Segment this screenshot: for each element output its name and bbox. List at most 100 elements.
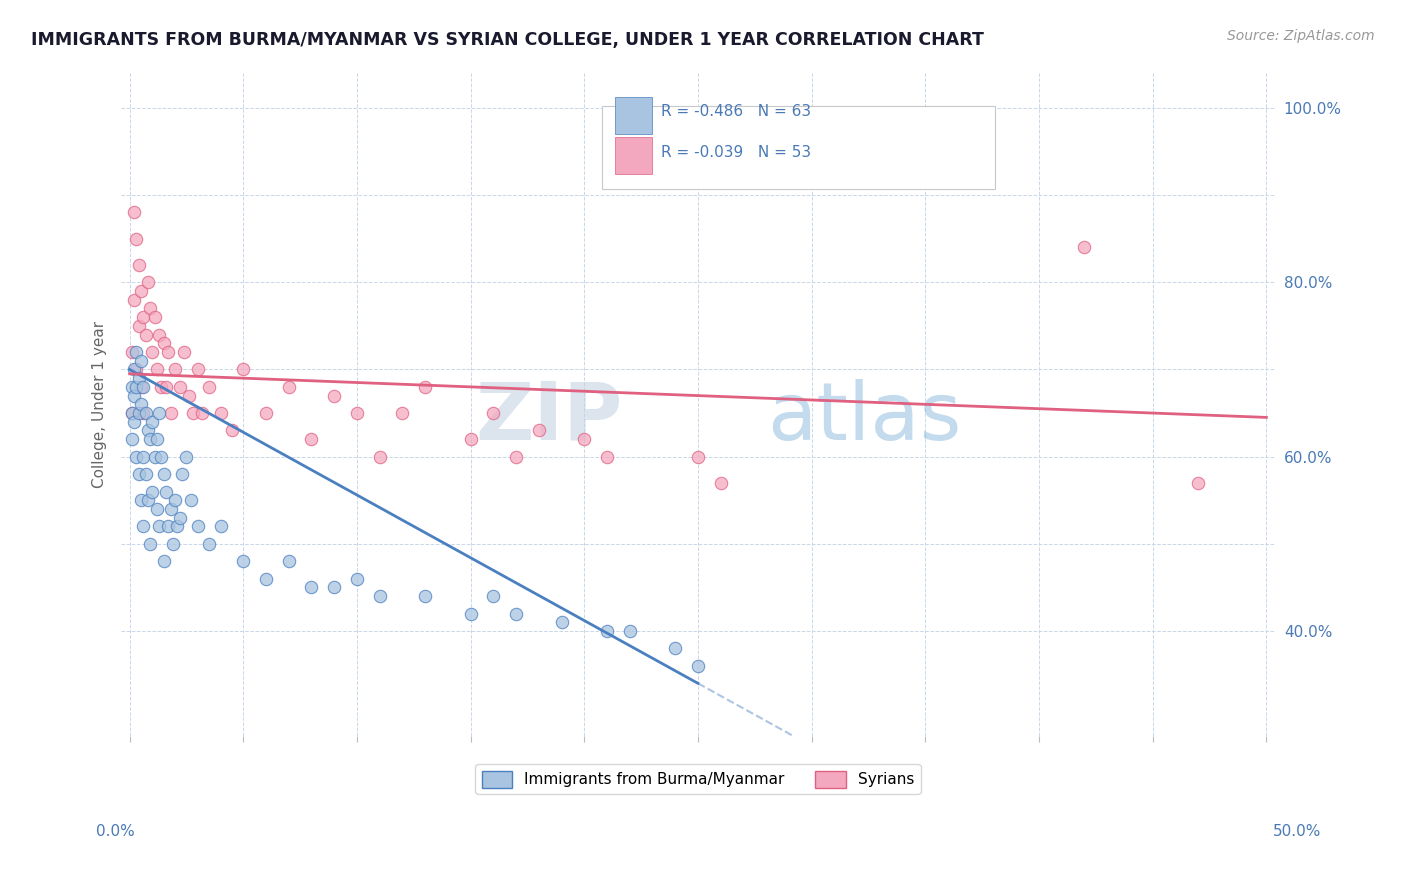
- Point: [152, 467, 174, 481]
- Point: [368, 450, 391, 464]
- Point: [181, 406, 204, 420]
- Point: [180, 493, 202, 508]
- Point: [157, 345, 180, 359]
- Point: [121, 345, 143, 359]
- Point: [139, 537, 162, 551]
- Point: [136, 275, 159, 289]
- Point: [173, 345, 195, 359]
- Point: [122, 205, 145, 219]
- Point: [169, 380, 191, 394]
- Point: [169, 510, 191, 524]
- Point: [596, 450, 619, 464]
- Point: [136, 493, 159, 508]
- Point: [139, 432, 162, 446]
- Point: [125, 362, 148, 376]
- Point: [482, 589, 505, 603]
- Point: [209, 519, 232, 533]
- Point: [346, 572, 368, 586]
- Text: 50.0%: 50.0%: [1274, 824, 1322, 838]
- Point: [129, 380, 152, 394]
- Point: [550, 615, 572, 630]
- Point: [141, 345, 163, 359]
- Point: [166, 519, 188, 533]
- Point: [191, 406, 214, 420]
- Point: [187, 519, 209, 533]
- Point: [146, 362, 169, 376]
- Point: [232, 554, 254, 568]
- Point: [346, 406, 368, 420]
- Point: [146, 502, 169, 516]
- FancyBboxPatch shape: [614, 97, 652, 134]
- Point: [125, 345, 148, 359]
- Text: 0.0%: 0.0%: [96, 824, 135, 838]
- Point: [121, 432, 143, 446]
- Point: [198, 537, 221, 551]
- Point: [460, 432, 482, 446]
- Point: [135, 467, 157, 481]
- Point: [159, 502, 181, 516]
- Point: [125, 380, 148, 394]
- Point: [129, 493, 152, 508]
- Point: [152, 336, 174, 351]
- Point: [170, 467, 193, 481]
- Point: [301, 432, 323, 446]
- Point: [664, 641, 686, 656]
- Point: [157, 519, 180, 533]
- Point: [122, 415, 145, 429]
- Point: [132, 380, 155, 394]
- Point: [122, 293, 145, 307]
- Point: [128, 318, 150, 333]
- Point: [139, 301, 162, 316]
- Point: [155, 484, 177, 499]
- Point: [619, 624, 641, 638]
- Point: [150, 380, 173, 394]
- Point: [323, 389, 346, 403]
- Point: [391, 406, 413, 420]
- Point: [135, 406, 157, 420]
- Point: [128, 258, 150, 272]
- Point: [125, 450, 148, 464]
- Point: [152, 554, 174, 568]
- Point: [155, 380, 177, 394]
- Point: [141, 415, 163, 429]
- Point: [162, 537, 184, 551]
- Point: [368, 589, 391, 603]
- Point: [143, 450, 166, 464]
- Point: [1187, 475, 1209, 490]
- Point: [254, 572, 277, 586]
- Point: [187, 362, 209, 376]
- Point: [686, 450, 709, 464]
- Point: [143, 310, 166, 325]
- Point: [460, 607, 482, 621]
- Point: [148, 519, 170, 533]
- Point: [122, 389, 145, 403]
- Text: Source: ZipAtlas.com: Source: ZipAtlas.com: [1227, 29, 1375, 43]
- Point: [277, 380, 299, 394]
- Text: R = -0.039   N = 53: R = -0.039 N = 53: [661, 145, 811, 160]
- Point: [121, 406, 143, 420]
- Point: [413, 589, 436, 603]
- Point: [146, 432, 169, 446]
- Point: [209, 406, 232, 420]
- Point: [482, 406, 505, 420]
- Text: R = -0.486   N = 63: R = -0.486 N = 63: [661, 103, 811, 119]
- Point: [710, 475, 733, 490]
- Point: [129, 284, 152, 298]
- Point: [323, 581, 346, 595]
- FancyBboxPatch shape: [614, 136, 652, 174]
- Point: [129, 397, 152, 411]
- Point: [128, 467, 150, 481]
- Point: [132, 450, 155, 464]
- Point: [505, 450, 527, 464]
- Point: [198, 380, 221, 394]
- Point: [301, 581, 323, 595]
- Point: [232, 362, 254, 376]
- Point: [121, 406, 143, 420]
- Point: [150, 450, 173, 464]
- Point: [136, 424, 159, 438]
- Point: [177, 389, 200, 403]
- Point: [574, 432, 596, 446]
- Point: [121, 380, 143, 394]
- Point: [254, 406, 277, 420]
- Point: [277, 554, 299, 568]
